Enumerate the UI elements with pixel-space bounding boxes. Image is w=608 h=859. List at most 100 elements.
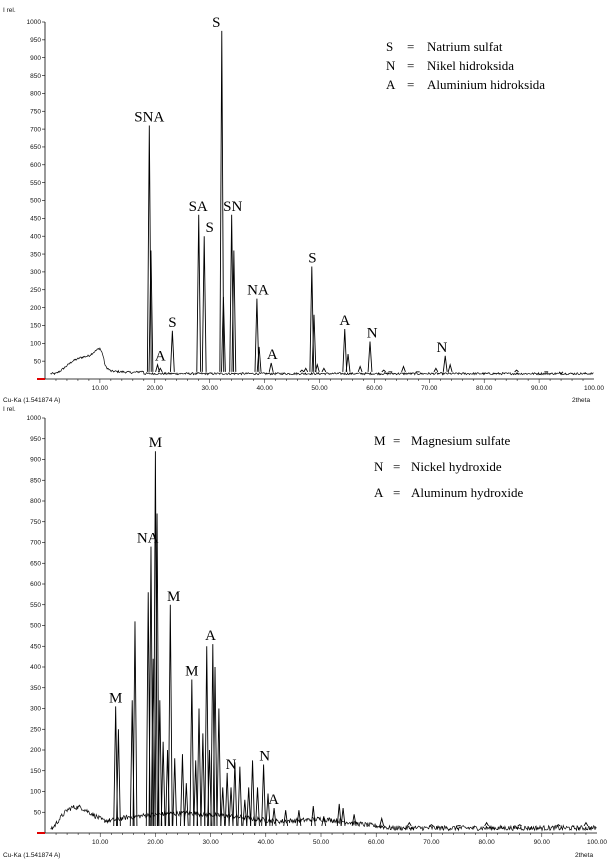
legend-eq: = (407, 77, 414, 92)
legend-name: Nikel hidroksida (427, 58, 514, 73)
peak-mark (197, 709, 201, 826)
peak-annotation: NA (137, 531, 159, 547)
legend-eq: = (393, 459, 400, 474)
y-tick-label: 450 (30, 643, 41, 650)
xrd-chart-natrium: I rel. 501001502002503003504004505005506… (3, 7, 604, 404)
y-tick-label: 400 (30, 233, 41, 240)
peak-mark (149, 547, 153, 826)
x-tick-label: 70.00 (421, 385, 438, 392)
x-axis-label: 2theta (572, 397, 590, 404)
y-axis-label: I rel. (3, 7, 16, 14)
x-tick-label: 50.00 (313, 839, 330, 846)
peak-annotation: M (109, 690, 122, 706)
peak-mark (262, 765, 266, 826)
legend-eq: = (393, 485, 400, 500)
legend-eq: = (407, 58, 414, 73)
y-tick-label: 1000 (27, 19, 42, 26)
x-tick-label: 80.00 (476, 385, 493, 392)
peak-mark (304, 368, 308, 372)
peak-annotation: M (167, 589, 180, 605)
y-tick-label: 200 (30, 305, 41, 312)
peak-annotation: M (185, 663, 198, 679)
peak-mark (322, 368, 326, 372)
peak-mark (402, 367, 406, 372)
peak-annotation: N (259, 749, 270, 765)
y-tick-label: 650 (30, 560, 41, 567)
peak-annotation: A (155, 349, 166, 365)
y-tick-label: 350 (30, 685, 41, 692)
peak-mark (584, 823, 588, 826)
y-tick-label: 50 (34, 358, 42, 365)
peak-mark (429, 825, 433, 826)
peak-mark (518, 825, 522, 826)
y-tick-label: 700 (30, 126, 41, 133)
y-tick-label: 400 (30, 664, 41, 671)
y-tick-label: 100 (30, 341, 41, 348)
x-tick-label: 90.00 (534, 839, 551, 846)
radiation-source-label: Cu-Ka (1.541874 A) (3, 852, 60, 859)
y-tick-label: 850 (30, 73, 41, 80)
x-tick-label: 10.00 (92, 385, 109, 392)
peak-mark (310, 267, 314, 372)
peak-annotation: NA (247, 283, 269, 299)
x-tick-label: 90.00 (531, 385, 548, 392)
y-tick-label: 1000 (27, 415, 42, 422)
x-tick-label: 10.00 (92, 839, 109, 846)
peak-annotation: S (206, 220, 214, 236)
y-tick-label: 900 (30, 457, 41, 464)
peak-annotation: SNA (134, 110, 164, 126)
legend-key: A (374, 485, 384, 500)
legend: M = Magnesium sulfate N = Nickel hydroxi… (374, 433, 524, 500)
y-tick-label: 250 (30, 287, 41, 294)
peak-mark (358, 367, 362, 372)
legend-key: S (386, 39, 393, 54)
peak-annotation: A (205, 628, 216, 644)
x-tick-label: 100.00 (584, 385, 604, 392)
peak-annotation: S (168, 315, 176, 331)
y-tick-label: 350 (30, 251, 41, 258)
legend-name: Aluminium hidroksida (427, 77, 545, 92)
x-tick-label: 50.00 (311, 385, 328, 392)
x-tick-label: 70.00 (423, 839, 440, 846)
peak-annotation: A (267, 347, 278, 363)
peak-mark (247, 787, 251, 826)
y-tick-label: 450 (30, 216, 41, 223)
peak-annotation: A (268, 792, 279, 808)
peak-mark (448, 365, 452, 372)
y-tick-label: 550 (30, 602, 41, 609)
y-tick-label: 900 (30, 55, 41, 62)
xrd-chart-magnesium: I rel. 50 100 150 200 250 300 350 400 450 500 550 6… (3, 406, 607, 859)
y-tick-label: 950 (30, 37, 41, 44)
x-tick-label: 20.00 (147, 839, 164, 846)
plot-area: 5010015020025030035040045050055060065070… (27, 415, 608, 846)
peak-mark (485, 823, 489, 826)
legend-name: Natrium sulfat (427, 39, 503, 54)
peak-mark (300, 370, 304, 372)
y-tick-label: 750 (30, 108, 41, 115)
peak-annotation: SA (189, 199, 208, 215)
peak-mark (443, 356, 447, 372)
peak-mark (170, 331, 174, 372)
peak-mark (346, 354, 350, 372)
y-tick-label: 750 (30, 519, 41, 526)
y-tick-label: 550 (30, 180, 41, 187)
y-tick-label: 650 (30, 144, 41, 151)
peak-mark (184, 783, 188, 826)
x-tick-label: 20.00 (147, 385, 164, 392)
y-axis-label: I rel. (3, 406, 16, 413)
y-tick-label: 200 (30, 747, 41, 754)
peak-mark (284, 810, 288, 826)
peak-mark (221, 787, 225, 826)
peak-annotation: N (226, 757, 237, 773)
y-tick-label: 300 (30, 706, 41, 713)
peak-annotation: N (367, 326, 378, 342)
peak-mark (368, 342, 372, 372)
y-tick-label: 950 (30, 436, 41, 443)
x-tick-label: 40.00 (256, 385, 273, 392)
peak-mark (173, 758, 177, 826)
peak-mark (407, 823, 411, 826)
radiation-source-label: Cu-Ka (1.541874 A) (3, 397, 60, 404)
peak-mark (382, 370, 386, 372)
peak-annotation: A (339, 313, 350, 329)
